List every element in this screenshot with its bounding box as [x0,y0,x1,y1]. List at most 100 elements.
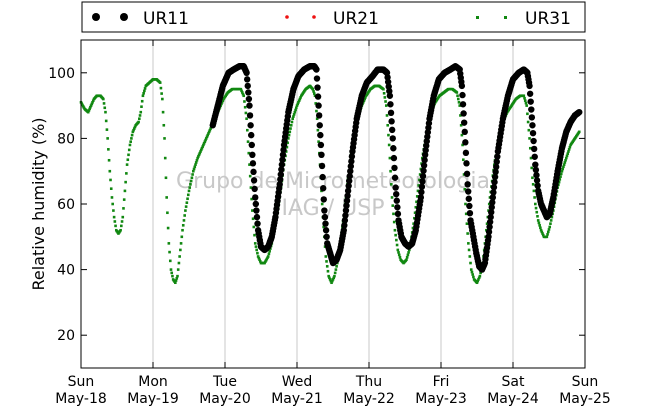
point-ur11 [532,161,539,168]
point-ur11 [386,92,394,99]
point-ur31 [415,200,418,204]
point-ur31 [103,106,107,110]
point-ur31 [208,128,212,132]
point-ur11 [321,207,328,214]
watermark-line-2: IAG / USP [282,196,385,221]
point-ur31 [467,242,470,245]
point-ur11 [341,222,348,229]
point-ur31 [562,163,566,166]
point-ur31 [192,169,195,173]
point-ur31 [328,278,332,281]
point-ur31 [256,255,260,258]
point-ur31 [330,281,333,285]
point-ur31 [559,175,562,178]
point-ur31 [199,150,202,153]
point-ur11 [321,213,329,221]
point-ur31 [562,165,565,169]
point-ur31 [265,257,269,261]
point-ur11 [245,89,252,96]
point-ur31 [328,276,331,280]
point-ur11 [493,163,500,171]
point-ur31 [297,99,301,102]
point-ur31 [165,196,168,199]
point-ur31 [253,242,257,245]
point-ur31 [197,155,200,158]
point-ur31 [333,274,336,278]
point-ur11 [346,172,353,180]
point-ur31 [531,183,535,186]
point-ur31 [396,248,400,252]
point-ur31 [253,233,256,237]
point-ur11 [340,227,347,234]
point-ur11 [526,90,534,97]
point-ur31 [287,133,291,137]
point-ur11 [417,194,425,201]
point-ur31 [186,197,189,201]
point-ur31 [256,251,259,255]
y-tick-label-60: 60 [57,197,75,213]
point-ur31 [187,189,191,193]
point-ur31 [104,110,107,114]
point-ur11 [462,139,469,146]
point-ur11 [277,176,284,183]
point-ur31 [205,135,209,139]
point-ur31 [90,102,94,106]
point-ur31 [315,117,319,121]
point-ur31 [209,127,212,130]
point-ur31 [316,128,320,132]
point-ur31 [91,101,94,104]
point-ur31 [526,112,529,116]
point-ur31 [534,202,537,206]
point-ur31 [291,117,294,121]
point-ur31 [89,104,93,107]
point-ur31 [388,156,392,160]
point-ur31 [102,97,105,101]
point-ur11 [464,181,471,188]
legend: UR11 UR21 UR31 [81,1,586,33]
point-ur31 [398,256,402,259]
point-ur11 [419,172,427,180]
point-ur31 [536,215,539,218]
x-tick-label-date-2: May-20 [199,391,251,407]
x-tick-label-date-7: May-25 [559,391,611,407]
point-ur31 [383,96,387,99]
point-ur31 [330,279,334,283]
x-axis: SunMay-18MonMay-19TueMay-20WedMay-21ThuM… [55,40,611,407]
point-ur11 [388,118,395,125]
point-ur31 [133,125,137,129]
point-ur11 [528,114,536,121]
point-ur31 [539,228,543,232]
point-ur11 [394,210,402,218]
point-ur31 [174,281,177,285]
x-tick-label-day-1: Mon [138,374,168,390]
point-ur31 [220,101,224,104]
point-ur31 [130,133,134,137]
point-ur31 [80,102,84,105]
point-ur11 [491,173,499,181]
point-ur31 [538,224,541,227]
point-ur31 [577,130,581,134]
point-ur31 [311,87,315,91]
point-ur31 [298,97,302,101]
point-ur31 [176,268,180,271]
point-ur31 [417,184,420,187]
watermark: Grupo de Micrometeorologia IAG / USP [176,169,490,221]
point-ur31 [526,120,530,124]
point-ur31 [114,224,117,228]
point-ur11 [460,119,468,126]
point-ur11 [531,153,538,160]
point-ur31 [456,97,460,101]
point-ur31 [249,186,253,189]
point-ur31 [251,217,255,221]
point-ur31 [363,97,366,101]
point-ur31 [168,259,172,263]
point-ur11 [390,145,397,152]
point-ur31 [111,202,114,206]
point-ur31 [464,212,468,216]
point-ur31 [362,99,366,102]
point-ur31 [267,252,271,256]
point-ur31 [533,196,536,199]
point-ur31 [563,161,567,164]
point-ur11 [418,188,425,196]
point-ur31 [466,232,469,235]
